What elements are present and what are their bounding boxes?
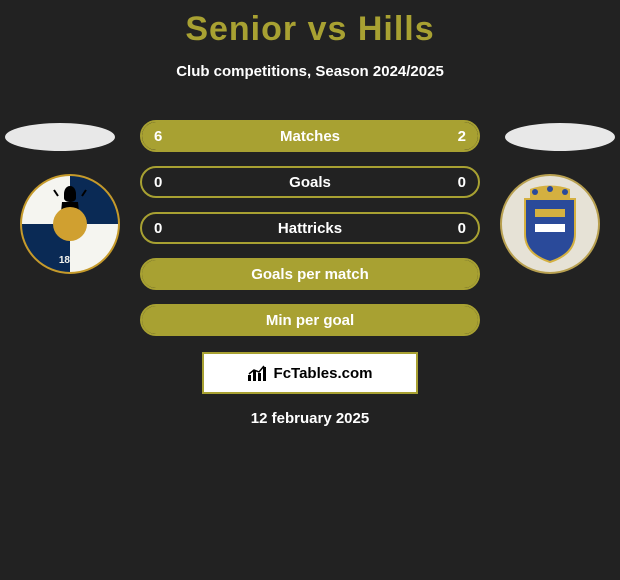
stat-right-value: 0 (458, 220, 466, 237)
stat-right-value: 2 (458, 128, 466, 145)
stat-label: Goals (289, 174, 331, 191)
stat-bar: Goals per match (140, 258, 480, 290)
date-text: 12 february 2025 (251, 410, 369, 427)
stat-label: Matches (280, 128, 340, 145)
attribution-text: FcTables.com (274, 365, 373, 382)
ball-icon (53, 207, 87, 241)
left-player-ellipse (5, 123, 115, 151)
stat-label: Min per goal (266, 312, 354, 329)
right-team-badge (500, 174, 600, 274)
stat-label: Hattricks (278, 220, 342, 237)
stat-left-value: 0 (154, 174, 162, 191)
stat-label: Goals per match (251, 266, 369, 283)
stat-left-value: 0 (154, 220, 162, 237)
stat-bar: 0 0 Goals (140, 166, 480, 198)
left-team-badge: 1883 (20, 174, 120, 274)
bar-fill-left (142, 122, 394, 150)
stat-bar: Min per goal (140, 304, 480, 336)
attribution-box[interactable]: FcTables.com (202, 352, 418, 394)
stat-bar: 0 0 Hattricks (140, 212, 480, 244)
right-player-ellipse (505, 123, 615, 151)
stats-container: 6 2 Matches 0 0 Goals 0 0 Hattricks Goals per mat… (140, 120, 480, 350)
badge-year: 1883 (59, 255, 81, 266)
subtitle: Club competitions, Season 2024/2025 (0, 63, 620, 80)
shield-icon (515, 184, 585, 264)
stat-left-value: 6 (154, 128, 162, 145)
page-title: Senior vs Hills (0, 0, 620, 49)
stat-bar: 6 2 Matches (140, 120, 480, 152)
stat-right-value: 0 (458, 174, 466, 191)
chart-icon (248, 365, 268, 381)
